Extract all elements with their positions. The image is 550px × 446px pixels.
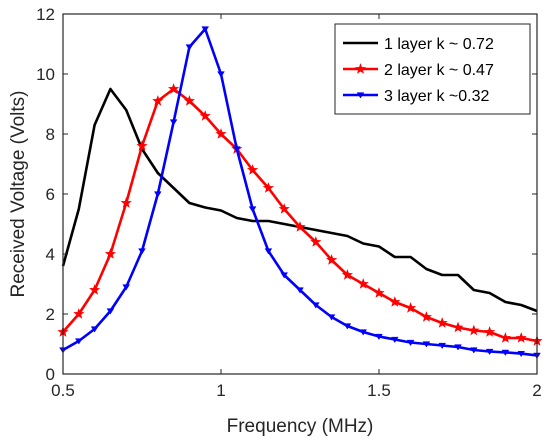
- triangle-marker: [422, 341, 431, 348]
- star-marker: [436, 317, 448, 328]
- star-marker: [136, 140, 148, 151]
- star-marker: [389, 296, 401, 307]
- y-axis-label: Received Voltage (Volts): [8, 90, 29, 297]
- triangle-marker: [280, 272, 289, 279]
- triangle-marker: [264, 248, 273, 255]
- triangle-marker: [153, 191, 162, 198]
- x-axis-label: Frequency (MHz): [227, 416, 374, 437]
- triangle-marker: [438, 342, 447, 350]
- triangle-marker: [90, 326, 99, 333]
- triangle-marker: [74, 338, 83, 345]
- star-marker: [215, 128, 227, 139]
- star-marker: [278, 203, 290, 214]
- star-marker: [405, 302, 417, 313]
- triangle-marker: [232, 146, 241, 153]
- star-marker: [515, 332, 527, 343]
- star-marker: [73, 308, 85, 319]
- triangle-marker: [375, 333, 383, 341]
- triangle-marker: [169, 119, 178, 126]
- triangle-marker: [517, 350, 526, 358]
- star-marker: [120, 197, 132, 208]
- triangle-marker: [390, 336, 399, 344]
- star-marker: [326, 254, 338, 265]
- y-tick-label: 2: [46, 305, 55, 324]
- star-marker: [104, 248, 116, 259]
- star-marker: [89, 284, 101, 295]
- y-tick-label: 4: [46, 245, 55, 264]
- triangle-marker: [501, 349, 510, 356]
- star-marker: [168, 83, 180, 94]
- triangle-marker: [327, 314, 336, 321]
- legend: 1 layer k ~ 0.72 2 layer k ~ 0.47 3 layer …: [334, 23, 531, 115]
- legend-item: 3 layer k ~0.32: [343, 88, 490, 105]
- star-marker: [420, 311, 432, 322]
- legend-label: 2 layer k ~ 0.47: [384, 62, 494, 79]
- triangle-marker: [311, 302, 320, 309]
- legend-item: 2 layer k ~ 0.47: [343, 62, 494, 79]
- triangle-marker: [406, 339, 415, 347]
- triangle-marker: [122, 284, 131, 291]
- x-tick-label: 0.5: [51, 381, 75, 400]
- y-tick-label: 6: [46, 185, 55, 204]
- star-marker: [357, 278, 369, 289]
- legend-label: 1 layer k ~ 0.72: [384, 36, 494, 53]
- star-marker: [499, 332, 511, 343]
- star-marker: [452, 321, 464, 333]
- y-tick-label: 12: [36, 5, 55, 24]
- triangle-marker: [356, 92, 365, 99]
- star-marker: [247, 164, 259, 175]
- triangle-marker: [185, 44, 194, 51]
- triangle-marker: [454, 344, 462, 351]
- series-3: [59, 26, 541, 359]
- triangle-marker: [201, 26, 210, 33]
- y-tick-label: 0: [46, 365, 55, 384]
- legend-item: 1 layer k ~ 0.72: [343, 36, 494, 53]
- star-marker: [262, 182, 274, 193]
- x-ticks: 0.5 1 1.5 2: [51, 14, 542, 400]
- star-marker: [373, 287, 385, 298]
- star-marker: [152, 95, 164, 106]
- triangle-marker: [469, 347, 478, 354]
- legend-label: 3 layer k ~0.32: [384, 88, 490, 105]
- triangle-marker: [248, 206, 257, 213]
- star-marker: [341, 269, 353, 280]
- star-marker: [294, 221, 306, 232]
- x-tick-label: 1.5: [367, 381, 391, 400]
- triangle-marker: [138, 248, 146, 255]
- star-marker: [354, 63, 367, 74]
- y-tick-label: 10: [36, 65, 55, 84]
- star-marker: [484, 326, 496, 337]
- triangle-marker: [296, 287, 304, 294]
- x-tick-label: 2: [532, 381, 541, 400]
- y-tick-label: 8: [46, 125, 55, 144]
- triangle-marker: [359, 329, 368, 336]
- star-marker: [183, 95, 195, 106]
- triangle-marker: [485, 348, 494, 356]
- star-marker: [468, 324, 480, 336]
- star-marker: [310, 236, 322, 247]
- x-tick-label: 1: [216, 381, 225, 400]
- triangle-marker: [106, 308, 115, 315]
- triangle-marker: [343, 323, 352, 330]
- triangle-marker: [217, 71, 225, 78]
- star-marker: [199, 110, 211, 121]
- y-ticks: 0 2 4 6 8 10 12: [36, 5, 537, 384]
